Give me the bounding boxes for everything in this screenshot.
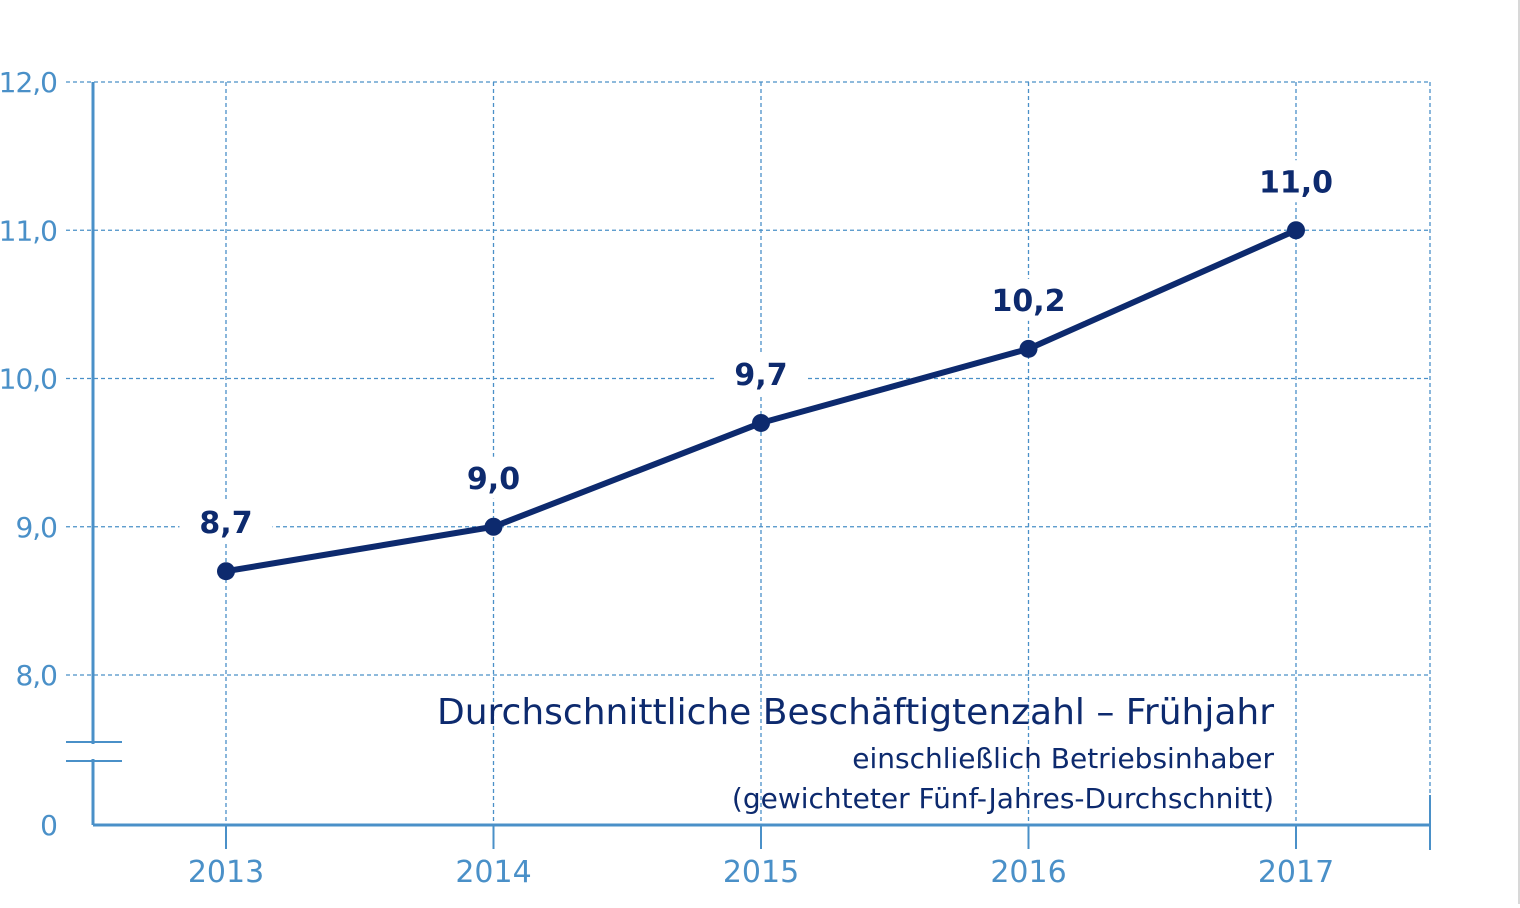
data-point [1019, 339, 1038, 358]
data-label-bg [972, 278, 1085, 321]
grid-layer [66, 81, 1431, 825]
y-tick-label: 8,0 [15, 659, 57, 692]
y-tick-label: 11,0 [0, 214, 57, 247]
data-point [752, 413, 770, 432]
axis-layer: 12,0 11,0 10,0 9,0 8,0 0 2013 2014 2015 2016 2017 [0, 66, 1431, 890]
series-layer [217, 221, 1305, 581]
data-label: 8,7 [199, 506, 252, 541]
x-tick-label: 2015 [723, 855, 799, 890]
data-point [217, 562, 235, 581]
chart-legend-subtitle-1: einschließlich Betriebsinhaber [852, 742, 1274, 775]
data-label: 11,0 [1259, 165, 1333, 200]
page-border [1518, 0, 1520, 904]
data-label-bg [179, 501, 273, 544]
data-point [1287, 221, 1305, 240]
y-tick-label: 12,0 [0, 66, 57, 99]
chart-legend-subtitle-2: (gewichteter Fünf-Jahres-Durchschnitt) [732, 782, 1274, 815]
y-axis-break-gap [89, 744, 97, 759]
y-tick-label: 0 [40, 809, 57, 842]
x-tick-label: 2017 [1258, 855, 1334, 890]
legend-block: Durchschnittliche Beschäftigtenzahl – Fr… [437, 692, 1274, 815]
x-tick-label: 2013 [188, 855, 264, 890]
data-label-bg [1240, 160, 1352, 203]
chart-legend-title: Durchschnittliche Beschäftigtenzahl – Fr… [437, 692, 1274, 733]
label-layer: 8,7 9,0 9,7 10,2 11,0 [179, 160, 1352, 544]
data-label-bg [714, 352, 808, 395]
data-label: 9,7 [734, 358, 787, 393]
data-label: 9,0 [467, 462, 520, 497]
y-tick-label: 9,0 [15, 511, 57, 544]
data-label: 10,2 [991, 284, 1065, 319]
y-tick-label: 10,0 [0, 363, 57, 396]
x-tick-label: 2014 [455, 855, 531, 890]
x-tick-label: 2016 [990, 855, 1066, 890]
data-point [484, 517, 503, 536]
data-label-bg [447, 456, 540, 499]
